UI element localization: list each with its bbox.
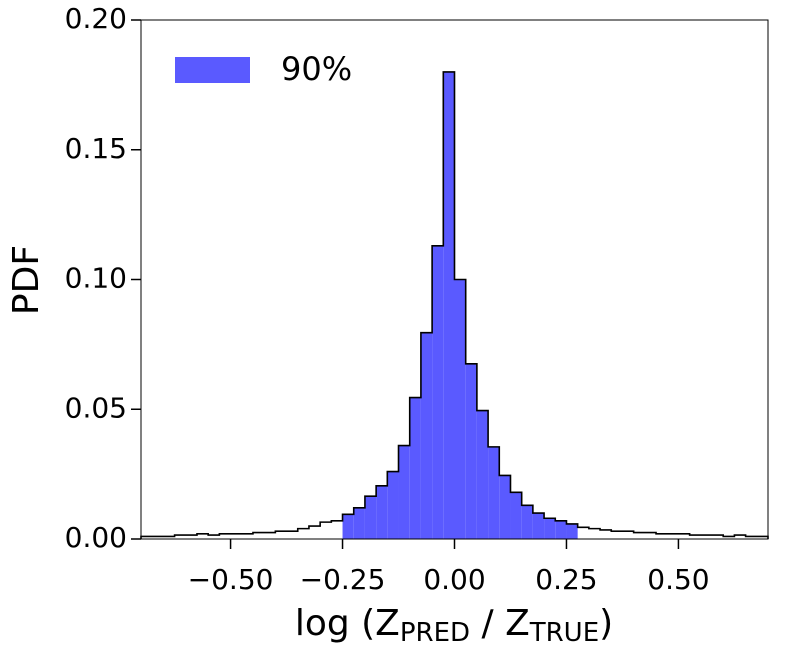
bar (264, 533, 275, 539)
bar (376, 485, 388, 539)
x-tick-label: 0.25 (535, 563, 597, 596)
bar (342, 514, 354, 539)
bar (510, 492, 522, 539)
bar (353, 507, 365, 539)
histogram-outline (140, 71, 769, 539)
y-tick-label: 0.10 (65, 262, 127, 295)
bar (476, 410, 489, 539)
bar (398, 445, 410, 539)
bar (532, 513, 545, 539)
bar (298, 529, 309, 539)
legend-swatch (175, 57, 250, 83)
y-tick-label: 0.15 (65, 132, 127, 165)
bar (409, 397, 421, 539)
x-tick-label: −0.50 (188, 563, 274, 596)
x-label-part: / Z (470, 603, 530, 644)
bar (432, 245, 444, 539)
y-tick-label: 0.20 (65, 2, 127, 35)
bar (443, 71, 455, 540)
x-axis-label: log (ZPRED / ZTRUE) (295, 603, 613, 648)
legend-label: 90% (281, 50, 352, 88)
x-label-part: ) (599, 603, 613, 644)
bar (387, 471, 399, 539)
bar (364, 496, 377, 539)
x-tick-label: 0.00 (423, 563, 485, 596)
bar (320, 522, 331, 539)
bar (611, 531, 622, 539)
x-label-sub: TRUE (529, 618, 599, 648)
bar (521, 505, 533, 539)
bar (544, 518, 556, 539)
x-label-sub: PRED (400, 618, 470, 648)
y-tick-label: 0.00 (65, 521, 127, 554)
bar (287, 531, 298, 539)
bar (645, 533, 656, 539)
bar (275, 531, 286, 539)
bar (420, 332, 433, 539)
y-tick-label: 0.05 (65, 391, 127, 424)
bar (253, 533, 264, 539)
bar (555, 520, 567, 539)
bar (331, 521, 342, 539)
y-axis-label: PDF (6, 245, 47, 315)
x-tick-label: −0.25 (300, 563, 386, 596)
bar (589, 529, 600, 539)
bar (578, 527, 589, 539)
bar (622, 531, 633, 539)
bar (309, 526, 320, 539)
bar (465, 363, 477, 539)
bar (600, 530, 611, 539)
bar (499, 475, 511, 539)
bar (488, 446, 500, 539)
x-label-part: log (Z (295, 603, 400, 644)
bar (566, 523, 578, 539)
x-tick-label: 0.50 (647, 563, 709, 596)
bar (634, 533, 645, 539)
bar (454, 279, 466, 539)
